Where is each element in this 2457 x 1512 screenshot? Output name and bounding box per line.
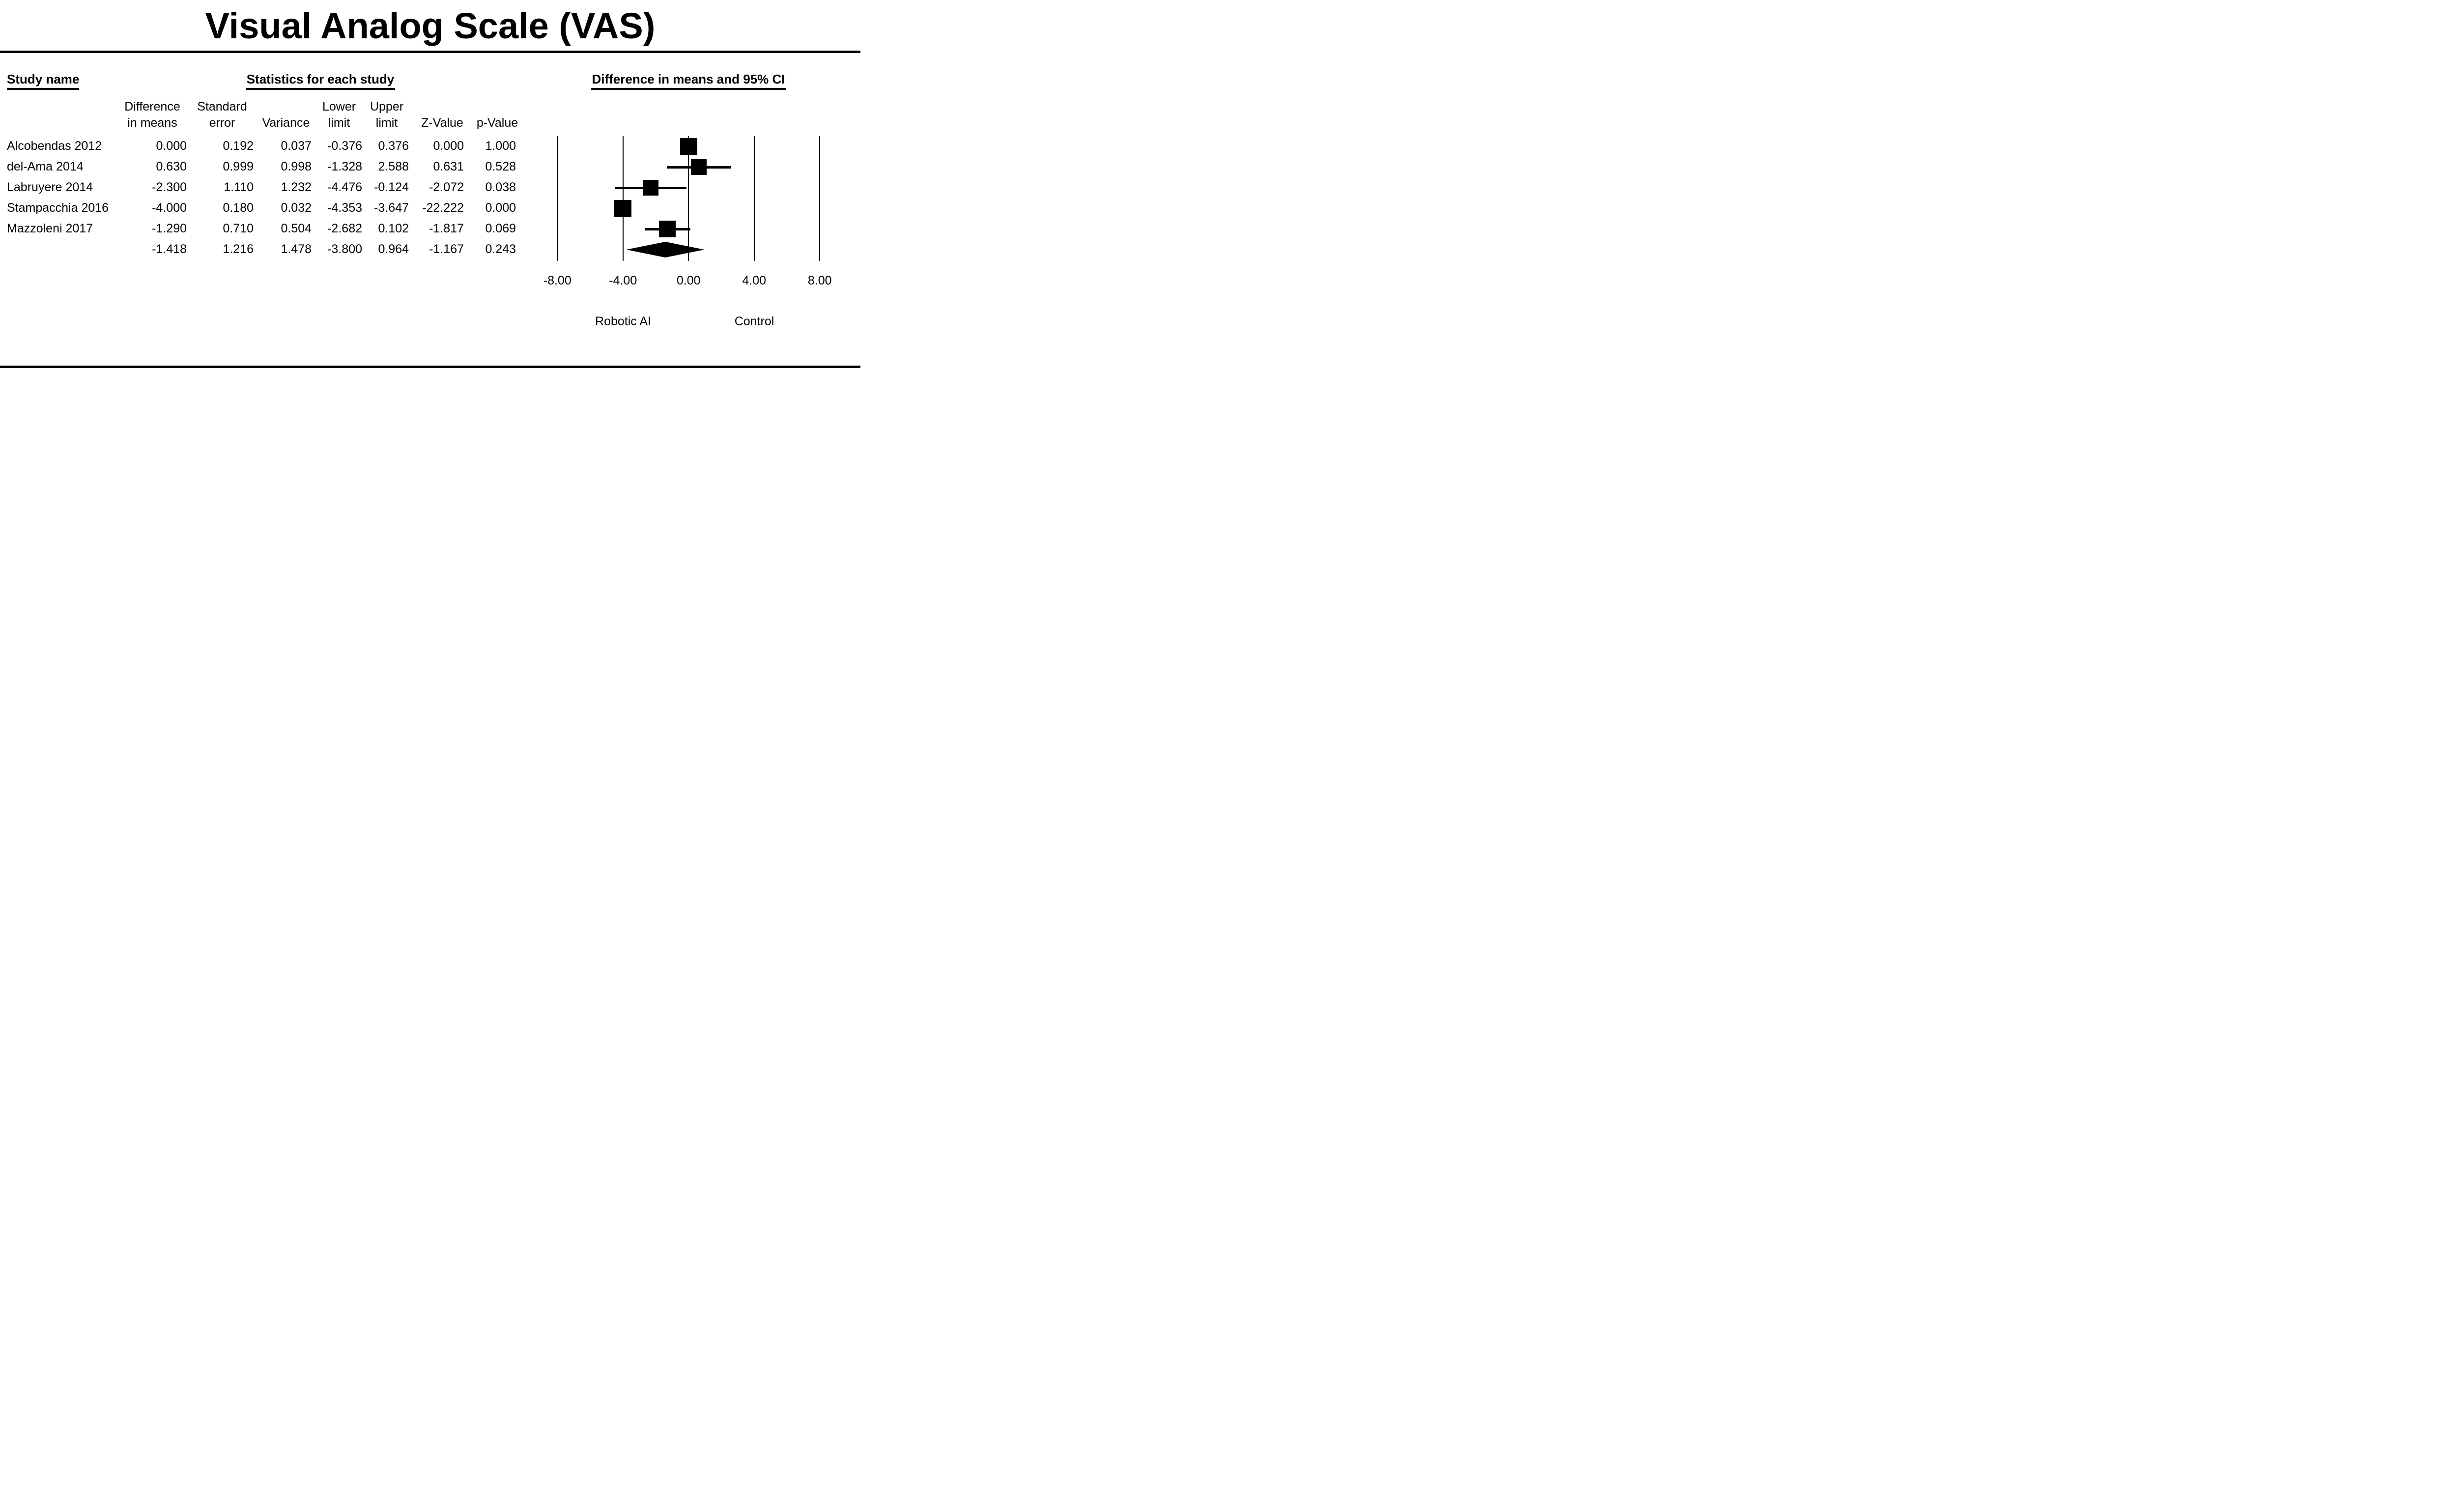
- cell-lower: -3.800: [327, 242, 362, 256]
- cell-upper: 0.964: [378, 242, 409, 256]
- cell-var: 0.032: [281, 201, 312, 215]
- study-point-square: [659, 221, 676, 237]
- col-header-variance: Variance: [262, 116, 310, 130]
- study-point-square: [614, 200, 632, 217]
- study-name: Stampacchia 2016: [7, 201, 109, 215]
- cell-lower: -4.476: [327, 180, 362, 194]
- cell-diff: 0.000: [156, 139, 187, 153]
- cell-p: 0.000: [485, 201, 516, 215]
- cell-p: 0.243: [485, 242, 516, 256]
- cell-lower: -0.376: [327, 139, 362, 153]
- cell-z: 0.000: [433, 139, 464, 153]
- col-header-lower-line1: Lower: [322, 100, 356, 114]
- axis-gridline: [753, 136, 755, 261]
- cell-diff: -2.300: [152, 180, 187, 194]
- overall-diamond-layer: [626, 242, 705, 257]
- cell-upper: -3.647: [374, 201, 409, 215]
- cell-diff: -1.290: [152, 222, 187, 235]
- group-label-left: Robotic AI: [595, 314, 651, 328]
- cell-upper: -0.124: [374, 180, 409, 194]
- cell-se: 1.110: [224, 180, 254, 194]
- axis-gridline: [557, 136, 558, 261]
- page-title: Visual Analog Scale (VAS): [205, 5, 656, 46]
- axis-tick-label: 0.00: [676, 274, 701, 287]
- axis-tick-label: -8.00: [543, 274, 571, 287]
- cell-se: 0.710: [223, 222, 254, 235]
- axis-gridline: [688, 136, 689, 261]
- study-point-square: [691, 159, 707, 175]
- study-name: del-Ama 2014: [7, 160, 84, 173]
- axis-tick-label: -4.00: [609, 274, 637, 287]
- study-point-square: [643, 180, 659, 196]
- top-divider-rule: [0, 51, 860, 53]
- study-name: Labruyere 2014: [7, 180, 93, 194]
- cell-z: 0.631: [433, 160, 464, 173]
- axis-tick-label: 8.00: [807, 274, 832, 287]
- col-header-standard-line2: error: [209, 116, 235, 130]
- cell-var: 0.037: [281, 139, 312, 153]
- bottom-divider-rule: [0, 366, 860, 368]
- study-name: Mazzoleni 2017: [7, 222, 93, 235]
- cell-lower: -1.328: [327, 160, 362, 173]
- study-name: Alcobendas 2012: [7, 139, 102, 153]
- group-label-right: Control: [734, 314, 774, 328]
- col-header-difference-line2: in means: [127, 116, 177, 130]
- cell-p: 1.000: [485, 139, 516, 153]
- ci-plot-header: Difference in means and 95% CI: [591, 72, 786, 90]
- axis-gridline: [622, 136, 624, 261]
- cell-lower: -2.682: [327, 222, 362, 235]
- study-point-square: [680, 138, 697, 155]
- axis-tick-label: 4.00: [742, 274, 767, 287]
- cell-se: 0.180: [223, 201, 254, 215]
- col-header-zvalue: Z-Value: [421, 116, 463, 130]
- cell-p: 0.038: [485, 180, 516, 194]
- cell-p: 0.528: [485, 160, 516, 173]
- cell-upper: 2.588: [378, 160, 409, 173]
- cell-var: 0.998: [281, 160, 312, 173]
- cell-upper: 0.102: [378, 222, 409, 235]
- col-header-lower-line2: limit: [328, 116, 350, 130]
- cell-diff: -4.000: [152, 201, 187, 215]
- cell-lower: -4.353: [327, 201, 362, 215]
- cell-se: 1.216: [223, 242, 254, 256]
- col-header-upper-line2: limit: [375, 116, 398, 130]
- cell-diff: -1.418: [152, 242, 187, 256]
- cell-upper: 0.376: [378, 139, 409, 153]
- forest-plot-page: Visual Analog Scale (VAS) Study name Sta…: [0, 0, 860, 378]
- cell-se: 0.192: [223, 139, 254, 153]
- col-header-pvalue: p-Value: [476, 116, 518, 130]
- cell-z: -22.222: [422, 201, 464, 215]
- col-header-difference-line1: Difference: [124, 100, 180, 114]
- cell-diff: 0.630: [156, 160, 187, 173]
- cell-var: 1.478: [281, 242, 312, 256]
- statistics-header: Statistics for each study: [246, 72, 395, 90]
- cell-z: -1.817: [429, 222, 464, 235]
- col-header-standard-line1: Standard: [197, 100, 247, 114]
- study-name-header: Study name: [7, 72, 80, 90]
- cell-se: 0.999: [223, 160, 254, 173]
- overall-diamond: [626, 242, 705, 257]
- cell-var: 0.504: [281, 222, 312, 235]
- axis-gridline: [819, 136, 821, 261]
- cell-var: 1.232: [281, 180, 312, 194]
- cell-z: -2.072: [429, 180, 464, 194]
- col-header-upper-line1: Upper: [370, 100, 404, 114]
- cell-z: -1.167: [429, 242, 464, 256]
- cell-p: 0.069: [485, 222, 516, 235]
